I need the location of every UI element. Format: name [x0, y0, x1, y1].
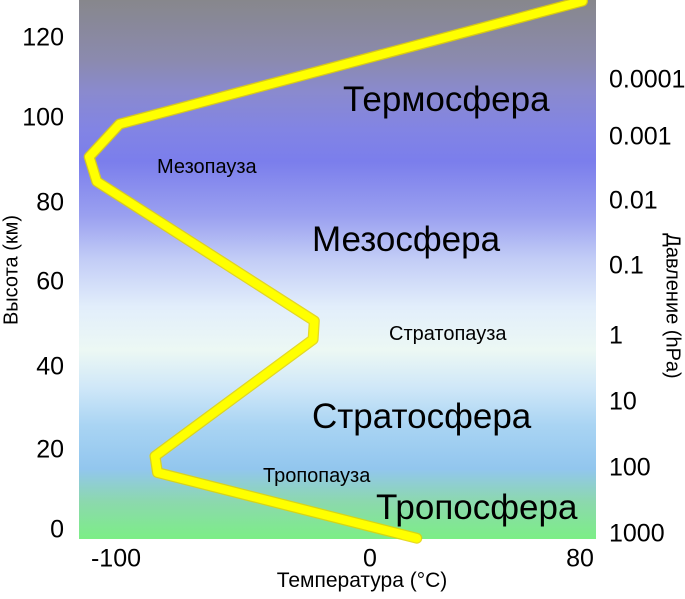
y-left-tick-20: 20 — [36, 435, 64, 464]
y-left-tick-60: 60 — [36, 267, 64, 296]
x-tick-0: 0 — [363, 544, 377, 573]
x-tick-80: 80 — [566, 544, 594, 573]
y-right-tick-0p0001: 0.0001 — [609, 65, 685, 94]
y-left-axis-title: Высота (км) — [0, 214, 23, 326]
x-tick-minus100: -100 — [90, 544, 142, 573]
label-tropopause: Тропопауза — [263, 465, 371, 487]
label-troposphere: Тропосфера — [376, 488, 578, 527]
y-right-tick-10: 10 — [609, 387, 637, 416]
y-left-tick-40: 40 — [36, 352, 64, 381]
y-right-tick-0p001: 0.001 — [609, 122, 672, 151]
label-stratosphere: Стратосфера — [312, 397, 532, 436]
y-right-tick-0p1: 0.1 — [609, 251, 644, 280]
x-axis-title: Температура (°C) — [276, 569, 448, 592]
label-stratopause: Стратопауза — [389, 323, 507, 345]
y-right-axis-title: Давление (hPa) — [661, 233, 684, 379]
y-left-tick-100: 100 — [22, 103, 64, 132]
label-mesopause: Мезопауза — [157, 156, 257, 178]
label-thermosphere: Термосфера — [343, 80, 550, 119]
y-right-tick-100: 100 — [609, 453, 651, 482]
y-left-tick-80: 80 — [36, 188, 64, 217]
y-right-tick-0p01: 0.01 — [609, 186, 658, 215]
y-right-tick-1: 1 — [609, 321, 623, 350]
label-mesosphere: Мезосфера — [312, 220, 501, 259]
y-left-tick-120: 120 — [22, 23, 64, 52]
y-left-tick-0: 0 — [50, 515, 64, 544]
y-right-tick-1000: 1000 — [609, 519, 665, 548]
